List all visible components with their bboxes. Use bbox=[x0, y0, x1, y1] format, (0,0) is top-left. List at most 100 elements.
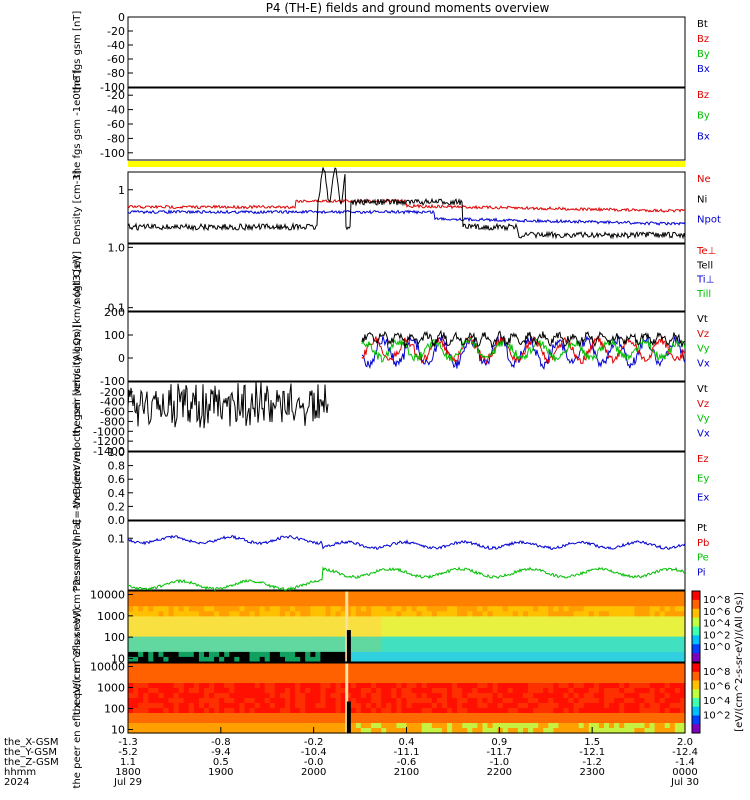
spectro-8-cell bbox=[376, 656, 382, 663]
spectro-8-cell bbox=[330, 601, 337, 607]
spectro-9-cell bbox=[568, 678, 575, 684]
spectro-8-cell bbox=[553, 631, 559, 638]
spectro-8-cell bbox=[553, 636, 559, 643]
spectro-8-cell bbox=[639, 656, 646, 663]
spectro-8-cell bbox=[285, 606, 291, 612]
spectro-8-cell bbox=[254, 601, 261, 607]
spectro-9-cell bbox=[649, 673, 656, 679]
spectro-9-cell bbox=[229, 703, 235, 709]
spectro-9-cell bbox=[193, 668, 200, 674]
spectro-9-cell bbox=[128, 673, 134, 679]
spectro-9-cell bbox=[259, 718, 266, 724]
spectro-8-cell bbox=[533, 641, 539, 648]
spectro-9-cell bbox=[234, 713, 240, 719]
spectro-9-cell bbox=[229, 688, 235, 694]
spectro-9-cell bbox=[249, 723, 256, 729]
spectro-9-cell bbox=[426, 678, 433, 684]
spectro-8-cell bbox=[290, 646, 296, 653]
spectro-8-cell bbox=[259, 611, 266, 617]
spectro-8-cell bbox=[239, 631, 246, 638]
spectro-9-cell bbox=[573, 688, 580, 694]
spectro-8-cell bbox=[295, 601, 301, 607]
spectro-8-cell bbox=[538, 606, 544, 612]
spectro-9-cell bbox=[619, 698, 625, 704]
spectro-8-cell bbox=[335, 646, 342, 653]
spectro-8-cell bbox=[325, 636, 332, 643]
spectro-8-cell bbox=[310, 631, 316, 638]
spectro-9-cell bbox=[467, 688, 473, 694]
spectro-8-cell bbox=[598, 656, 605, 663]
spectro-8-cell bbox=[548, 631, 554, 638]
spectro-9-cell bbox=[583, 678, 590, 684]
spectro-8-cell bbox=[563, 636, 570, 643]
spectro-8-cell bbox=[340, 641, 347, 648]
spectro-8-cell bbox=[598, 601, 605, 607]
spectro-8-cell bbox=[431, 626, 438, 633]
spectro-8-cell bbox=[629, 636, 635, 643]
spectro-8-cell bbox=[507, 651, 514, 658]
spectro-8-cell bbox=[457, 641, 463, 648]
spectro-8-cell bbox=[593, 636, 600, 643]
spectro-8-cell bbox=[487, 616, 494, 623]
spectro-9-cell bbox=[158, 718, 165, 724]
spectro-9-cell bbox=[259, 678, 266, 684]
spectro-8-cell bbox=[209, 656, 215, 663]
spectro-9-cell bbox=[604, 673, 610, 679]
spectro-8-cell bbox=[163, 591, 170, 597]
spectro-8-cell bbox=[492, 616, 499, 623]
spectro-9-cell bbox=[492, 668, 499, 674]
spectro-9-cell bbox=[264, 678, 271, 684]
spectro-9-cell bbox=[634, 673, 641, 679]
pressure-pi bbox=[127, 534, 686, 551]
spectro-8-cell bbox=[568, 621, 575, 628]
spectro-8-cell bbox=[249, 656, 256, 663]
spectro-8-cell bbox=[381, 651, 387, 658]
ylabel-peir-velocity: the peir velocity gsm [km/s (All Qs)] bbox=[72, 256, 83, 437]
spectro-9-cell bbox=[209, 698, 215, 704]
spectro-8-cell bbox=[148, 636, 154, 643]
spectro-9-cell bbox=[659, 713, 666, 719]
spectro-9-cell bbox=[472, 698, 478, 704]
spectro-9-cell bbox=[482, 703, 489, 709]
spectro-8-cell bbox=[330, 621, 337, 628]
spectro-9-cell bbox=[462, 723, 468, 729]
spectro-9-cell bbox=[148, 708, 154, 714]
spectro-9-cell bbox=[477, 723, 484, 729]
spectro-8-cell bbox=[528, 626, 534, 633]
spectro-8-cell bbox=[629, 621, 635, 628]
spectro-8-cell bbox=[674, 621, 681, 628]
spectro-8-cell bbox=[168, 621, 175, 628]
spectro-9-cell bbox=[578, 718, 585, 724]
spectro-9-cell bbox=[558, 663, 565, 669]
ytick-label-peer-velocity: -600 bbox=[100, 406, 125, 419]
spectro-9-cell bbox=[153, 708, 159, 714]
spectro-8-cell bbox=[168, 636, 175, 643]
spectro-8-cell bbox=[548, 601, 554, 607]
spectro-8-cell bbox=[355, 606, 362, 612]
spectro-8-cell bbox=[654, 616, 661, 623]
spectro-9-cell bbox=[133, 668, 139, 674]
spectro-8-cell bbox=[219, 626, 225, 633]
spectro-8-cell bbox=[198, 651, 205, 658]
spectro-8-cell bbox=[244, 636, 251, 643]
spectro-8-cell bbox=[452, 641, 458, 648]
spectro-9-cell bbox=[664, 723, 671, 729]
spectro-8-cell bbox=[588, 626, 595, 633]
spectro-8-cell bbox=[143, 626, 149, 633]
spectro-9-cell bbox=[609, 723, 615, 729]
spectro-9-cell bbox=[340, 683, 347, 689]
spectro-9-cell bbox=[350, 668, 357, 674]
spectro-8-cell bbox=[598, 616, 605, 623]
spectro-9-cell bbox=[406, 713, 413, 719]
spectro-9-cell bbox=[244, 708, 251, 714]
spectro-8-cell bbox=[366, 646, 372, 653]
spectro-8-cell bbox=[573, 651, 580, 658]
spectro-8-cell bbox=[588, 601, 595, 607]
spectro-9-cell bbox=[634, 663, 641, 669]
spectro-9-cell bbox=[593, 723, 600, 729]
spectro-8-cell bbox=[396, 631, 403, 638]
spectro-9-cell bbox=[674, 723, 681, 729]
spectro-9-cell bbox=[674, 668, 681, 674]
spectro-9-cell bbox=[183, 688, 190, 694]
spectro-8-cell bbox=[644, 606, 651, 612]
